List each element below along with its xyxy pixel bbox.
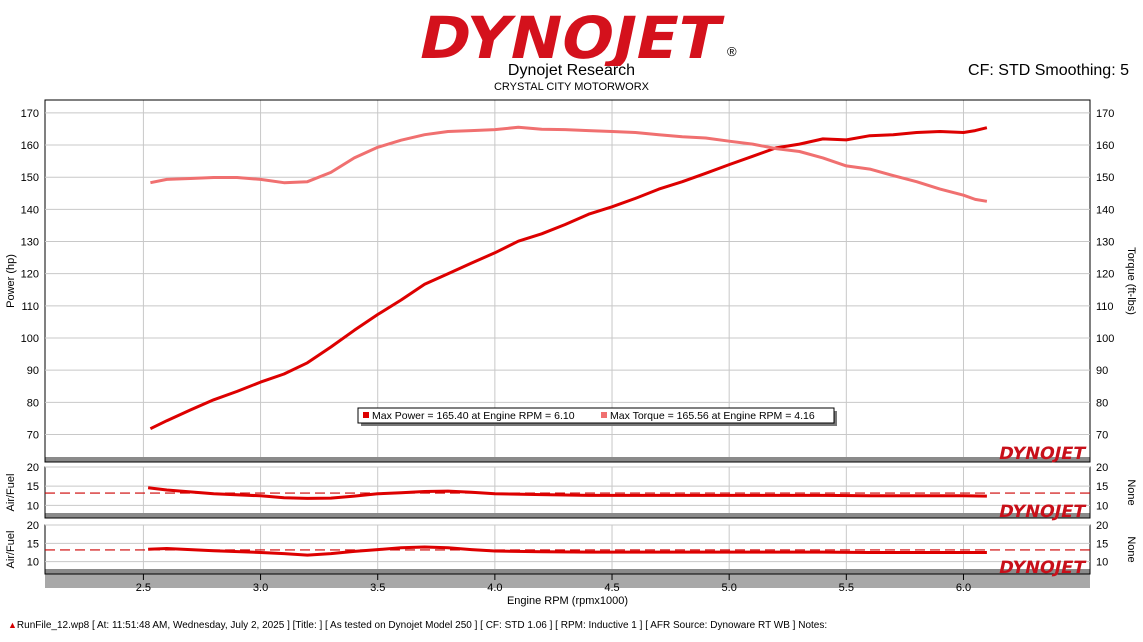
y2-tick-label: 120	[1096, 269, 1114, 281]
y-tick-label: 110	[21, 301, 39, 313]
dynojet-watermark: DYNOJET	[997, 444, 1087, 464]
afr-y2-tick-label: 20	[1096, 462, 1108, 474]
afr-y-tick-label: 10	[27, 557, 39, 569]
afr-y-tick-label: 10	[27, 500, 39, 512]
afr-y2-axis-label: None	[1125, 536, 1137, 562]
y2-tick-label: 150	[1096, 172, 1114, 184]
y2-tick-label: 160	[1096, 140, 1114, 152]
y2-tick-label: 140	[1096, 204, 1114, 216]
y2-tick-label: 70	[1096, 429, 1108, 441]
legend-torque-swatch	[601, 412, 607, 418]
afr-y2-tick-label: 10	[1096, 557, 1108, 569]
y-tick-label: 170	[21, 108, 39, 120]
shop-name: CRYSTAL CITY MOTORWORX	[493, 81, 650, 93]
afr-y-tick-label: 20	[27, 520, 39, 532]
afr-y-tick-label: 15	[27, 481, 39, 493]
legend-power-swatch	[363, 412, 369, 418]
y2-tick-label: 110	[1096, 301, 1114, 313]
afr-y2-tick-label: 15	[1096, 538, 1108, 550]
dynojet-watermark: DYNOJET	[997, 502, 1087, 522]
y2-tick-label: 80	[1096, 397, 1108, 409]
y2-tick-label: 130	[1096, 237, 1114, 249]
svg-text:®: ®	[727, 44, 737, 59]
x-tick-label: 6.0	[956, 582, 971, 594]
cf-smoothing-label: CF: STD Smoothing: 5	[968, 62, 1129, 79]
panel-frame-0	[44, 99, 1091, 463]
y-axis-label: Power (hp)	[5, 254, 17, 308]
x-axis-label: Engine RPM (rpmx1000)	[507, 595, 628, 607]
power-line	[149, 126, 988, 431]
y-tick-label: 130	[21, 237, 39, 249]
afr-y2-tick-label: 20	[1096, 520, 1108, 532]
legend-box	[357, 407, 835, 424]
y-tick-label: 140	[21, 204, 39, 216]
y-tick-label: 70	[27, 429, 39, 441]
legend-power-label: Max Power = 165.40 at Engine RPM = 6.10	[372, 410, 575, 422]
axis-shadow	[45, 574, 1090, 588]
panel-shadow-1	[45, 513, 1090, 518]
y-tick-label: 80	[27, 397, 39, 409]
dynojet-watermark-text: DYNOJET	[997, 444, 1087, 464]
y-tick-label: 150	[21, 172, 39, 184]
afr-line	[147, 486, 987, 500]
company-name: Dynojet Research	[507, 62, 636, 79]
afr-y-axis-label: Air/Fuel	[5, 531, 17, 569]
y-tick-label: 90	[27, 365, 39, 377]
run-flag-icon: ▲	[8, 620, 17, 630]
run-file-info: ▲RunFile_12.wp8 [ At: 11:51:48 AM, Wedne…	[8, 620, 827, 631]
y2-tick-label: 170	[1096, 108, 1114, 120]
x-tick-label: 4.0	[487, 582, 502, 594]
afr-y2-tick-label: 10	[1096, 500, 1108, 512]
x-tick-label: 3.0	[253, 582, 268, 594]
afr-y-tick-label: 20	[27, 462, 39, 474]
panel-shadow-2	[45, 569, 1090, 574]
afr-line	[148, 545, 987, 557]
torque-line	[150, 125, 988, 203]
legend-torque-label: Max Torque = 165.56 at Engine RPM = 4.16	[610, 410, 815, 422]
dynojet-watermark: DYNOJET	[997, 558, 1087, 578]
dynojet-watermark-text: DYNOJET	[997, 558, 1087, 578]
afr-y2-tick-label: 15	[1096, 481, 1108, 493]
run-file-text: RunFile_12.wp8 [ At: 11:51:48 AM, Wednes…	[16, 620, 828, 631]
y2-axis-label: Torque (ft-lbs)	[1125, 247, 1137, 315]
afr-y-axis-label: Air/Fuel	[5, 474, 17, 512]
y2-tick-label: 100	[1096, 333, 1114, 345]
x-tick-label: 5.0	[722, 582, 737, 594]
y-tick-label: 120	[21, 269, 39, 281]
x-tick-label: 3.5	[370, 582, 385, 594]
panel-shadow-0	[45, 457, 1090, 462]
dyno-chart: 2.5 3.0 3.5 4.0 4.5 5.0 5.5 6.0 70 70 80 80 90 90 100 1…	[5, 99, 1137, 607]
y2-tick-label: 90	[1096, 365, 1108, 377]
dynojet-watermark-text: DYNOJET	[997, 502, 1087, 522]
y-tick-label: 100	[21, 333, 39, 345]
x-tick-label: 2.5	[136, 582, 151, 594]
afr-y2-axis-label: None	[1125, 479, 1137, 505]
y-tick-label: 160	[21, 140, 39, 152]
dynojet-logo-text: DYNOJET	[413, 6, 727, 66]
x-tick-label: 4.5	[604, 582, 619, 594]
x-tick-label: 5.5	[839, 582, 854, 594]
afr-y-tick-label: 15	[27, 538, 39, 550]
dynojet-logo: DYNOJET ®	[413, 6, 737, 66]
